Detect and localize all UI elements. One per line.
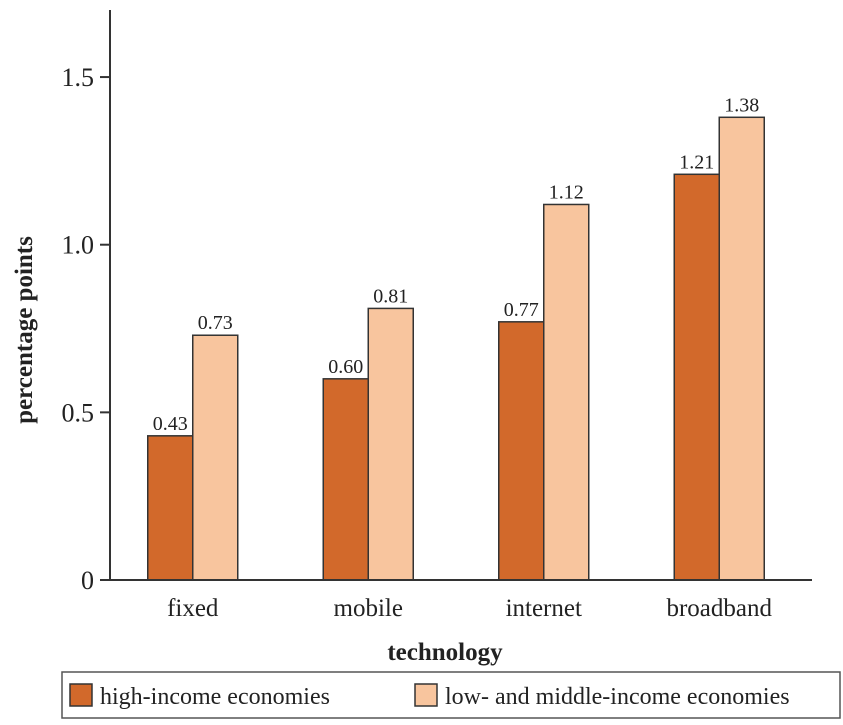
bar [192,334,239,581]
bar-value-label: 1.21 [679,151,714,173]
category-label: fixed [167,595,219,622]
bar [543,203,590,581]
data-labels: 0.43 0.73 0.60 0.81 0.77 1.12 1.21 1.38 [153,94,760,435]
y-tick-label: 0 [81,566,94,595]
legend-swatch-high-income [69,683,93,707]
y-tick-label: 1.5 [62,63,95,92]
category-label: broadband [666,595,772,622]
legend: high-income economies low- and middle-in… [61,671,841,719]
bar-value-label: 0.43 [153,413,188,435]
category-labels: fixed mobile internet broadband [167,595,772,622]
bars-layer [147,116,765,581]
bar [718,116,765,581]
y-ticks: 0 0.5 1.0 1.5 [62,63,110,595]
y-tick-label: 0.5 [62,398,95,427]
bar-value-label: 1.12 [549,181,584,203]
bar-value-label: 0.81 [373,285,408,307]
bar [322,378,369,581]
legend-label-low-middle-income: low- and middle-income economies [445,684,790,710]
bar [367,307,414,581]
legend-label-high-income: high-income economies [100,684,330,710]
bar [673,173,720,581]
x-axis-title: technology [387,639,503,666]
legend-box [61,671,841,719]
bar [498,321,545,581]
bar [147,435,194,581]
axes-layer [109,10,812,581]
bar-value-label: 0.60 [328,356,363,378]
y-axis-title: percentage points [11,236,38,424]
bar-value-label: 0.77 [504,299,539,321]
bar-value-label: 0.73 [198,312,233,334]
y-tick-label: 1.0 [62,231,95,260]
legend-swatch-low-middle-income [414,683,438,707]
category-label: mobile [334,595,403,622]
bar-value-label: 1.38 [724,94,759,116]
category-label: internet [506,595,582,622]
